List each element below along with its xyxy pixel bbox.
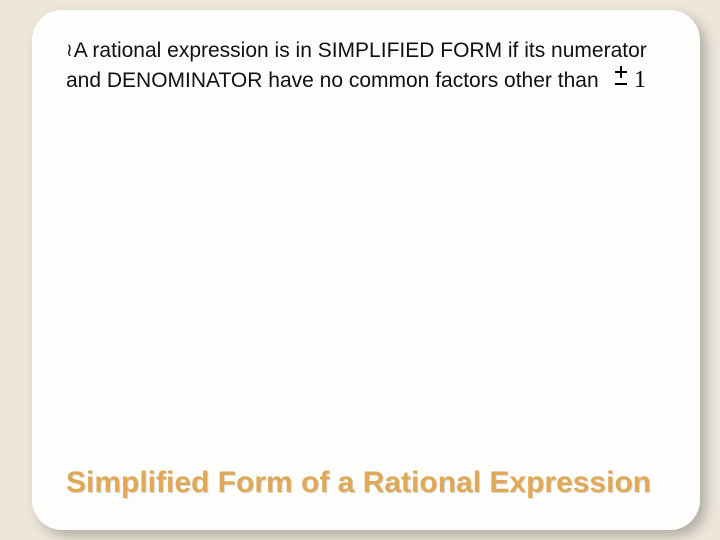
bullet-icon: ≀	[66, 40, 73, 60]
slide-panel: ≀A rational expression is in SIMPLIFIED …	[32, 10, 700, 530]
math-plus-minus-one: 1	[608, 65, 656, 93]
svg-text:1: 1	[634, 67, 646, 93]
body-text-block: ≀A rational expression is in SIMPLIFIED …	[66, 38, 666, 95]
body-text: A rational expression is in SIMPLIFIED F…	[66, 39, 647, 92]
slide-title: Simplified Form of a Rational Expression	[66, 466, 651, 501]
